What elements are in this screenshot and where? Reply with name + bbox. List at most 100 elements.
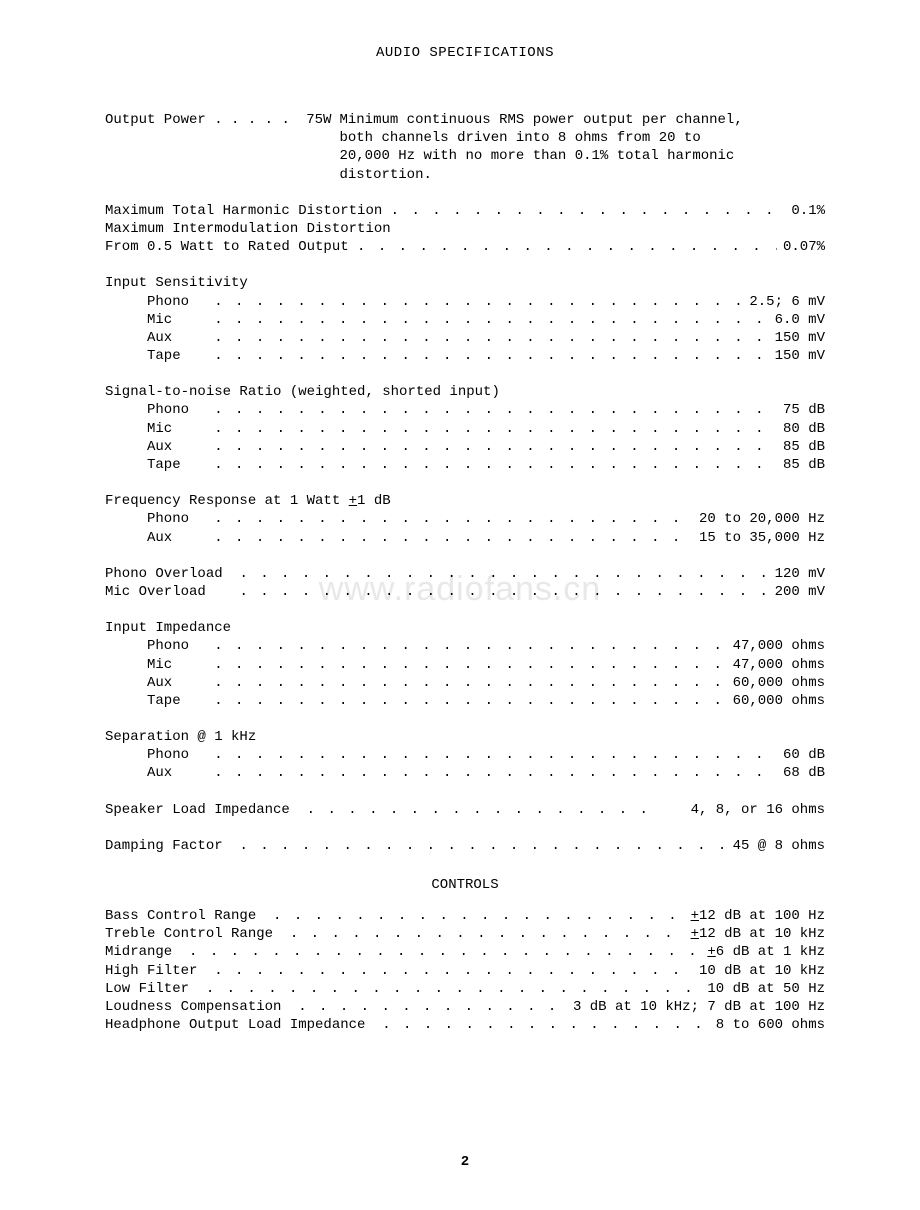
spec-row: Phono . . . . . . . . . . . . . . . . . … [105,637,825,655]
spec-label: Aux [147,438,214,456]
spec-value: 47,000 ohms [727,656,825,674]
spec-row: Treble Control Range . . . . . . . . . .… [105,925,825,943]
spec-row: Phono . . . . . . . . . . . . . . . . . … [105,510,825,528]
dot-leader: . . . . . . . . . . . . . . . . . . . . … [214,962,693,980]
spec-label: Aux [147,529,214,547]
dot-leader: . . . . . . . . . . . . . . . . . . . . … [189,943,701,961]
mic-overload-label: Mic Overload [105,583,239,601]
damping-label: Damping Factor [105,837,239,855]
spec-value: 8 to 600 ohms [710,1016,825,1034]
imd-heading: Maximum Intermodulation Distortion [105,220,825,238]
dot-leader: . . . . . . . . . . . . . . . . . . . . … [357,238,777,256]
spec-row: Mic . . . . . . . . . . . . . . . . . . … [105,656,825,674]
spec-value: 10 dB at 10 kHz [693,962,825,980]
output-power-desc: Minimum continuous RMS power output per … [339,111,825,184]
dot-leader: . . . . . . . . . . . . . . . . . . . . … [273,907,685,925]
spec-label: Headphone Output Load Impedance [105,1016,382,1034]
spec-row: Phono . . . . . . . . . . . . . . . . . … [105,746,825,764]
damping-value: 45 @ 8 ohms [727,837,825,855]
spec-value: 75 dB [777,401,825,419]
thd-row: Maximum Total Harmonic Distortion . . . … [105,202,825,220]
spec-row: High Filter . . . . . . . . . . . . . . … [105,962,825,980]
spec-row: Low Filter . . . . . . . . . . . . . . .… [105,980,825,998]
spec-value: +12 dB at 100 Hz [685,907,825,925]
output-power-desc-line: both channels driven into 8 ohms from 20… [339,129,825,147]
page-number: 2 [105,1154,825,1170]
dot-leader: . . . . . . . . . . . . . . . . . . . . … [214,656,726,674]
dot-leader: . . . . . . . . . . . . . . . . . . . . … [214,510,693,528]
spec-label: Mic [147,420,214,438]
dot-leader: . . . . . . . . . . . . . . . . . . . . … [239,837,726,855]
dot-leader: . . . . . . . . . . . . . . . . . . . . … [391,202,786,220]
spec-row: Aux . . . . . . . . . . . . . . . . . . … [105,674,825,692]
phono-overload-label: Phono Overload [105,565,239,583]
separation-heading: Separation @ 1 kHz [105,728,825,746]
output-power-value: 75W [298,111,339,184]
spec-value: 150 mV [769,329,825,347]
dot-leader: . . . . . . . . . . . . . . . . . . . . … [214,692,726,710]
dot-leader: . . . . . . . . . . . . . . . . . . . . … [214,529,693,547]
damping-row: Damping Factor . . . . . . . . . . . . .… [105,837,825,855]
spec-label: Midrange [105,943,189,961]
spec-value: 85 dB [777,456,825,474]
spec-value: 85 dB [777,438,825,456]
output-power-desc-line: 20,000 Hz with no more than 0.1% total h… [339,147,825,165]
dot-leader: . . . . . . . . . . . . . . . . . . . . … [214,674,726,692]
dot-leader: . . . . . . . . . . . . . . . . . [307,801,685,819]
spec-label: Phono [147,293,214,311]
spec-label: Tape [147,692,214,710]
spec-label: Phono [147,401,214,419]
spec-value: 47,000 ohms [727,637,825,655]
spec-row: Loudness Compensation . . . . . . . . . … [105,998,825,1016]
spec-row: Tape . . . . . . . . . . . . . . . . . .… [105,692,825,710]
output-power-label: Output Power . . . . . [105,111,298,184]
dot-leader: . . . . . . . . . . . . . . . . . . . . … [214,329,768,347]
speaker-load-row: Speaker Load Impedance . . . . . . . . .… [105,801,825,819]
spec-label: Phono [147,637,214,655]
dot-leader: . . . . . . . . . . . . . . . . . . . . … [214,347,768,365]
spec-row: Aux . . . . . . . . . . . . . . . . . . … [105,529,825,547]
spec-value: 15 to 35,000 Hz [693,529,825,547]
thd-label: Maximum Total Harmonic Distortion [105,202,391,220]
thd-value: 0.1% [785,202,825,220]
spec-label: Treble Control Range [105,925,290,943]
spec-label: Aux [147,674,214,692]
dot-leader: . . . . . . . . . . . . . . . . . . . . … [214,401,777,419]
imd-label: From 0.5 Watt to Rated Output [105,238,357,256]
dot-leader: . . . . . . . . . . . . . . . . . . . . … [239,583,768,601]
spec-label: Tape [147,347,214,365]
input-sensitivity-heading: Input Sensitivity [105,274,825,292]
spec-label: Tape [147,456,214,474]
phono-overload-value: 120 mV [769,565,825,583]
output-power-row: Output Power . . . . . 75W Minimum conti… [105,111,825,184]
spec-row: Mic . . . . . . . . . . . . . . . . . . … [105,311,825,329]
speaker-load-value: 4, 8, or 16 ohms [685,801,825,819]
spec-value: 10 dB at 50 Hz [701,980,825,998]
dot-leader: . . . . . . . . . . . . . . . . . . . . … [214,293,743,311]
mic-overload-value: 200 mV [769,583,825,601]
spec-value: +12 dB at 10 kHz [685,925,825,943]
spec-row: Mic . . . . . . . . . . . . . . . . . . … [105,420,825,438]
spec-value: 80 dB [777,420,825,438]
dot-leader: . . . . . . . . . . . . . . . . . . . . … [214,438,777,456]
dot-leader: . . . . . . . . . . . . . . . . . . . . … [214,764,777,782]
spec-label: Mic [147,656,214,674]
dot-leader: . . . . . . . . . . . . . . . . . . . . … [382,1016,710,1034]
spec-label: Aux [147,764,214,782]
dot-leader: . . . . . . . . . . . . . . . . . . . . … [206,980,702,998]
spec-value: 68 dB [777,764,825,782]
snr-heading: Signal-to-noise Ratio (weighted, shorted… [105,383,825,401]
spec-label: Phono [147,510,214,528]
dot-leader: . . . . . . . . . . . . . . . . . . . . … [290,925,685,943]
dot-leader: . . . . . . . . . . . . . . . . . . . . … [214,637,726,655]
spec-value: +6 dB at 1 kHz [701,943,825,961]
content-area: AUDIO SPECIFICATIONS Output Power . . . … [105,45,825,1170]
dot-leader: . . . . . . . . . . . . . . . . . . . . … [214,311,768,329]
spec-row: Headphone Output Load Impedance . . . . … [105,1016,825,1034]
spec-row: Midrange . . . . . . . . . . . . . . . .… [105,943,825,961]
input-impedance-heading: Input Impedance [105,619,825,637]
spec-value: 60,000 ohms [727,674,825,692]
controls-title: CONTROLS [105,877,825,893]
spec-label: Aux [147,329,214,347]
spec-label: Bass Control Range [105,907,273,925]
